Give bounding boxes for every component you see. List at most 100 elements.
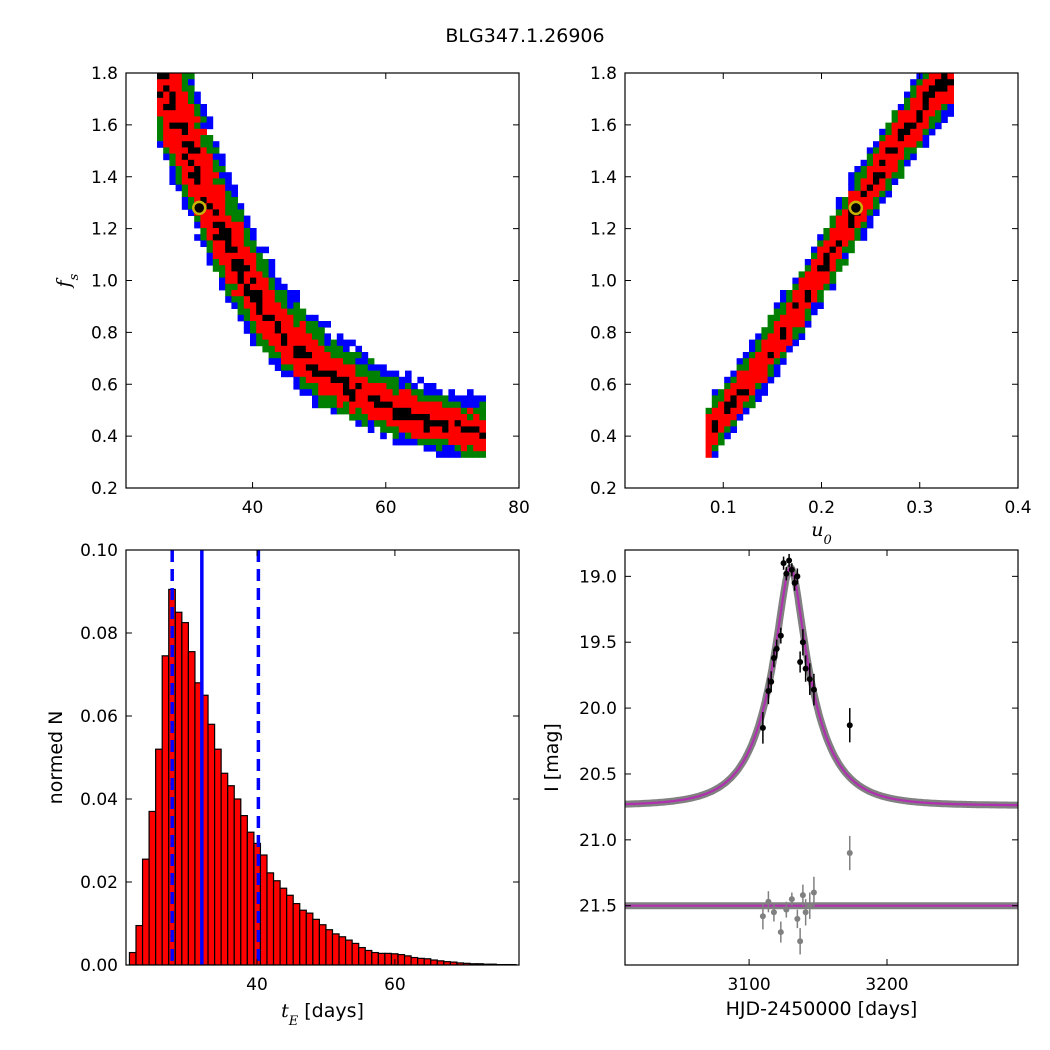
posterior-cell: [293, 302, 300, 309]
posterior-cell: [848, 184, 855, 192]
posterior-cell: [773, 345, 781, 353]
posterior-cell: [200, 135, 207, 142]
posterior-cell: [792, 302, 799, 309]
posterior-cell: [336, 352, 344, 359]
posterior-cell: [256, 302, 263, 309]
posterior-cell: [829, 240, 837, 247]
data-point: [846, 722, 853, 729]
posterior-cell: [916, 122, 923, 130]
y-tick-label: 1.6: [91, 116, 118, 136]
posterior-cell: [460, 445, 468, 452]
posterior-cell: [904, 141, 911, 148]
posterior-cell: [312, 314, 319, 322]
posterior-cell: [842, 228, 849, 235]
posterior-cell: [460, 451, 468, 458]
posterior-cell: [736, 376, 744, 384]
posterior-cell: [854, 215, 861, 223]
posterior-cell: [398, 414, 406, 421]
posterior-cell: [219, 234, 226, 241]
posterior-cell: [330, 352, 338, 359]
posterior-cell: [281, 314, 288, 322]
posterior-cell: [181, 135, 189, 142]
posterior-cell: [200, 221, 207, 229]
posterior-cell: [811, 302, 818, 309]
posterior-cell: [243, 321, 251, 328]
posterior-cell: [194, 190, 201, 198]
posterior-cell: [879, 166, 886, 173]
posterior-cell: [848, 246, 855, 254]
posterior-cell: [268, 271, 276, 278]
posterior-cell: [885, 122, 892, 130]
posterior-cell: [268, 302, 276, 309]
posterior-cell: [398, 426, 406, 433]
posterior-cell: [225, 172, 232, 179]
posterior-cell: [879, 184, 886, 192]
posterior-cell: [436, 401, 443, 409]
posterior-cell: [724, 414, 731, 421]
posterior-cell: [730, 389, 737, 396]
posterior-cell: [200, 153, 207, 161]
posterior-cell: [866, 147, 874, 154]
posterior-cell: [157, 79, 164, 86]
posterior-cell: [749, 352, 756, 359]
histogram-bar: [174, 611, 183, 965]
posterior-cell: [268, 265, 276, 272]
posterior-cell: [804, 314, 812, 322]
posterior-cell: [305, 376, 313, 384]
posterior-cell: [467, 445, 474, 452]
posterior-cell: [711, 395, 719, 402]
posterior-cell: [780, 352, 787, 359]
posterior-cell: [835, 228, 843, 235]
residual-point: [765, 898, 772, 905]
posterior-cell: [293, 296, 300, 303]
posterior-cell: [274, 321, 282, 328]
posterior-cell: [866, 153, 874, 161]
histogram-bar: [410, 956, 419, 965]
posterior-cell: [854, 184, 861, 192]
posterior-cell: [268, 308, 276, 316]
posterior-cell: [380, 364, 387, 371]
posterior-cell: [442, 438, 449, 446]
posterior-cell: [243, 327, 251, 334]
posterior-cell: [361, 420, 369, 427]
posterior-cell: [436, 432, 443, 440]
posterior-cell: [786, 333, 793, 340]
posterior-cell: [367, 364, 375, 371]
posterior-cell: [811, 283, 818, 291]
posterior-cell: [181, 147, 189, 154]
posterior-cell: [473, 395, 480, 402]
x-tick-label: 40: [242, 498, 264, 518]
posterior-cell: [780, 321, 787, 328]
posterior-cell: [897, 104, 905, 111]
posterior-cell: [361, 358, 369, 365]
posterior-cell: [842, 203, 849, 210]
posterior-cell: [417, 401, 424, 409]
posterior-cell: [336, 364, 344, 371]
posterior-cell: [904, 91, 911, 99]
posterior-cell: [910, 91, 917, 99]
posterior-cell: [237, 234, 245, 241]
x-axis-label-suffix: [days]: [298, 1000, 364, 1022]
residual-point: [802, 909, 809, 916]
posterior-cell: [398, 432, 406, 440]
posterior-cell: [157, 116, 164, 123]
posterior-cell: [250, 314, 257, 322]
posterior-cell: [231, 252, 238, 260]
posterior-cell: [219, 215, 226, 223]
y-tick-label: 20.0: [579, 699, 617, 719]
posterior-cell: [928, 85, 936, 92]
posterior-cell: [206, 116, 214, 123]
posterior-cell: [262, 277, 269, 285]
posterior-cell: [336, 370, 344, 378]
posterior-cell: [910, 141, 917, 148]
posterior-cell: [891, 128, 899, 136]
posterior-cell: [860, 166, 868, 173]
histogram-bar: [279, 887, 288, 965]
posterior-cell: [343, 370, 350, 378]
histogram-bar: [331, 933, 340, 965]
posterior-cell: [274, 314, 282, 322]
posterior-cell: [916, 141, 923, 148]
posterior-cell: [175, 122, 183, 130]
posterior-cell: [262, 259, 269, 266]
posterior-cell: [318, 327, 325, 334]
